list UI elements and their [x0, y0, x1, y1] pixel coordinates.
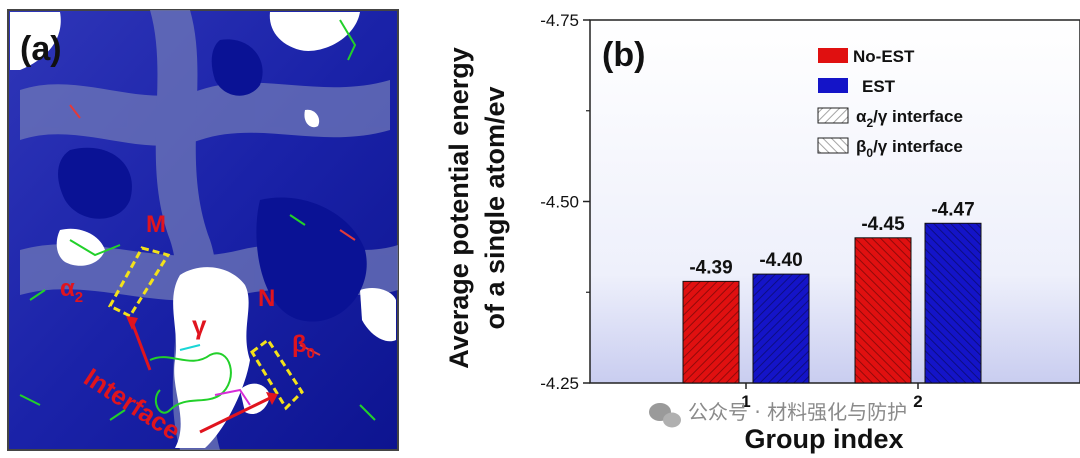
interface-boxes — [107, 246, 304, 411]
grain-islands — [58, 39, 367, 322]
x-axis-label: Group index — [744, 424, 903, 454]
plot-area — [589, 19, 1080, 384]
label-alpha2: α2 — [60, 275, 83, 306]
label-m: M — [146, 211, 166, 238]
legend-label-b0: β0/γ interface — [856, 137, 963, 160]
y-axis-label-line2: of a single atom/ev — [480, 86, 510, 329]
legend-label-a2: α2/γ interface — [856, 107, 963, 130]
bar-value-label: -4.39 — [689, 257, 732, 278]
legend-swatch-a2-hatch — [818, 108, 848, 123]
legend-swatch-b0-hatch — [818, 138, 848, 153]
y-tick-label: -4.75 — [540, 11, 579, 30]
x-tick-label: 2 — [913, 392, 922, 411]
interface-arrows — [126, 316, 278, 434]
legend-label-est: EST — [862, 77, 896, 96]
bar-hatch-no-est-group-1 — [683, 281, 739, 383]
panel-b-tag: (b) — [602, 36, 645, 74]
watermark: 公众号 · 材料强化与防护 — [649, 400, 907, 428]
label-gamma: γ — [192, 310, 207, 340]
y-ticks-group: -4.25 -4.50 -4.75 — [540, 11, 590, 393]
defect-lines — [19, 19, 376, 421]
panel-a-tag: (a) — [20, 30, 62, 68]
bars-group: -4.39 -4.40 -4.45 -4.47 — [682, 199, 982, 384]
y-tick-label: -4.50 — [540, 193, 579, 212]
bar-value-label: -4.40 — [759, 250, 802, 271]
bar-hatch-est-group-2 — [925, 223, 981, 383]
legend-swatch-no-est — [818, 48, 848, 63]
panel-a-snapshot: (a) M N γ α2 β0 Interface — [7, 9, 399, 451]
x-tick-label: 1 — [741, 392, 750, 411]
legend-swatch-est — [818, 78, 848, 93]
y-tick-label: -4.25 — [540, 374, 579, 393]
y-axis-label-line1: Average potential energy — [444, 47, 474, 369]
legend-label-no-est: No-EST — [853, 47, 915, 66]
label-beta0: β0 — [292, 331, 315, 362]
bar-hatch-est-group-1 — [753, 274, 809, 383]
wechat-icon — [649, 403, 681, 428]
label-n: N — [258, 285, 275, 312]
watermark-text: 公众号 · 材料强化与防护 — [688, 400, 907, 424]
bar-value-label: -4.45 — [861, 214, 905, 235]
bar-hatch-no-est-group-2 — [855, 237, 911, 383]
bar-value-label: -4.47 — [931, 199, 974, 220]
legend: No-EST EST α2/γ interface β0/γ interface — [817, 47, 963, 160]
